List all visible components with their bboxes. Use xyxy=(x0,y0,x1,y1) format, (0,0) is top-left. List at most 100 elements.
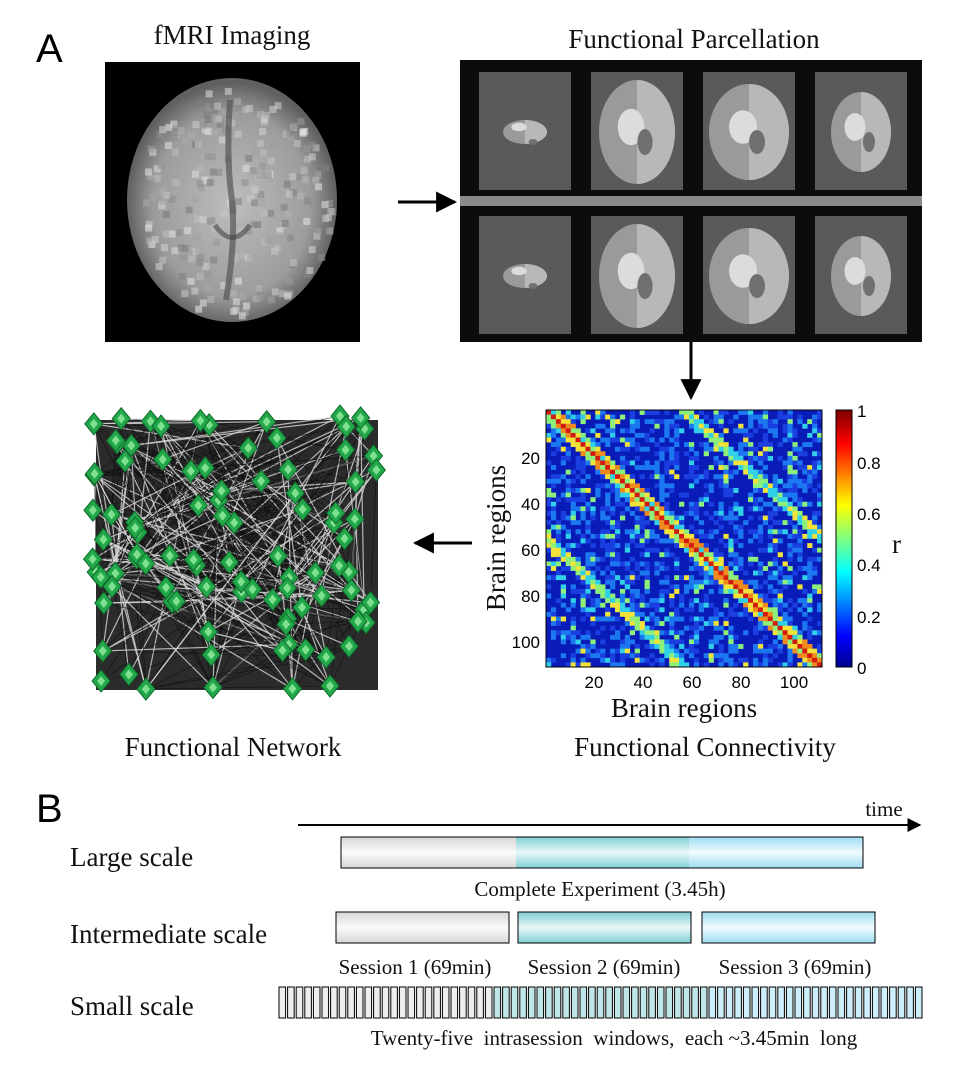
network-title: Functional Network xyxy=(125,732,342,762)
session-3-caption: Session 3 (69min) xyxy=(719,955,872,979)
panel-a-letter: A xyxy=(36,27,63,71)
intrasession-window xyxy=(785,986,794,1019)
colorbar-tick: 0 xyxy=(857,659,866,678)
intrasession-window xyxy=(717,986,725,1019)
intrasession-window xyxy=(398,986,407,1019)
matrix-xtick: 40 xyxy=(634,673,653,692)
colorbar xyxy=(835,409,853,668)
intrasession-window xyxy=(355,986,364,1019)
intrasession-window xyxy=(493,986,502,1019)
complete-experiment-bar xyxy=(340,836,864,869)
session-1-bar xyxy=(335,911,510,944)
intrasession-window xyxy=(459,986,467,1019)
intrasession-window xyxy=(553,986,562,1019)
fmri-texture xyxy=(143,87,337,320)
colorbar-tick: 1 xyxy=(857,402,866,421)
intrasession-window xyxy=(373,986,381,1019)
intermediate-scale-label: Intermediate scale xyxy=(70,919,267,949)
intrasession-window xyxy=(613,986,622,1019)
intrasession-window xyxy=(828,986,837,1019)
intrasession-window xyxy=(347,986,355,1019)
intrasession-window xyxy=(467,986,476,1019)
panel-b-letter: B xyxy=(36,787,63,831)
intrasession-window xyxy=(837,986,846,1019)
intrasession-window xyxy=(424,986,433,1019)
intrasession-window xyxy=(562,986,570,1019)
matrix-ylabel: Brain regions xyxy=(481,465,511,611)
intrasession-window xyxy=(725,986,734,1019)
matrix-xtick: 80 xyxy=(732,673,751,692)
intrasession-window xyxy=(622,986,631,1019)
session-3-bar xyxy=(701,911,876,944)
session-2-caption: Session 2 (69min) xyxy=(528,955,681,979)
matrix-xtick: 20 xyxy=(585,673,604,692)
intrasession-window xyxy=(639,986,648,1019)
session-2-bar xyxy=(517,911,692,944)
intrasession-window xyxy=(656,986,665,1019)
matrix-ytick: 80 xyxy=(521,587,540,606)
intrasession-window xyxy=(381,986,390,1019)
intrasession-window xyxy=(699,986,708,1019)
intrasession-window xyxy=(330,986,338,1019)
matrix-ytick: 20 xyxy=(521,449,540,468)
intrasession-window xyxy=(777,986,785,1019)
intrasession-window xyxy=(484,986,493,1019)
intrasession-window xyxy=(416,986,424,1019)
intrasession-window xyxy=(390,986,398,1019)
session-bars xyxy=(335,911,876,944)
intrasession-window xyxy=(665,986,674,1019)
intrasession-window xyxy=(287,986,295,1019)
intrasession-window xyxy=(312,986,321,1019)
intrasession-window xyxy=(579,986,588,1019)
colorbar-tick: 0.2 xyxy=(857,608,881,627)
matrix-xtick: 100 xyxy=(780,673,808,692)
intrasession-window xyxy=(691,986,699,1019)
intrasession-window xyxy=(811,986,820,1019)
colorbar-tick: 0.8 xyxy=(857,454,881,473)
intrasession-window xyxy=(846,986,854,1019)
intrasession-window xyxy=(880,986,889,1019)
complete-experiment-caption: Complete Experiment (3.45h) xyxy=(474,877,725,901)
intrasession-window xyxy=(760,986,768,1019)
intrasession-window xyxy=(278,986,287,1019)
colorbar-label: r xyxy=(892,529,901,559)
small-scale-caption: Twenty-five intrasession windows, each ~… xyxy=(371,1026,858,1050)
matrix-ytick: 100 xyxy=(512,633,540,652)
intrasession-window xyxy=(295,986,304,1019)
intrasession-windows xyxy=(278,986,923,1019)
fmri-title: fMRI Imaging xyxy=(154,20,311,50)
intrasession-window xyxy=(631,986,639,1019)
intrasession-window xyxy=(854,986,863,1019)
intrasession-window xyxy=(407,986,416,1019)
connectivity-title: Functional Connectivity xyxy=(574,732,836,762)
intrasession-window xyxy=(545,986,553,1019)
intrasession-window xyxy=(674,986,682,1019)
colorbar-tick: 0.4 xyxy=(857,556,881,575)
intrasession-window xyxy=(510,986,519,1019)
intrasession-window xyxy=(433,986,441,1019)
intrasession-window xyxy=(820,986,828,1019)
intrasession-window xyxy=(863,986,871,1019)
parcellation-title: Functional Parcellation xyxy=(568,24,820,54)
colorbar-ticks: 1 0.8 0.6 0.4 0.2 0 xyxy=(857,402,881,678)
intrasession-window xyxy=(906,986,914,1019)
matrix-ytick: 40 xyxy=(521,495,540,514)
time-label: time xyxy=(865,797,902,821)
colorbar-tick: 0.6 xyxy=(857,505,881,524)
intrasession-window xyxy=(648,986,656,1019)
intrasession-window xyxy=(519,986,527,1019)
session-1-caption: Session 1 (69min) xyxy=(339,955,492,979)
intrasession-window xyxy=(708,986,717,1019)
intrasession-window xyxy=(889,986,897,1019)
intrasession-window xyxy=(450,986,459,1019)
intrasession-window xyxy=(588,986,596,1019)
small-scale-label: Small scale xyxy=(70,991,194,1021)
functional-network-graph xyxy=(82,404,387,701)
fmri-image xyxy=(105,62,360,342)
matrix-xlabel: Brain regions xyxy=(611,693,757,723)
intrasession-window xyxy=(364,986,373,1019)
large-scale-label: Large scale xyxy=(70,842,193,872)
matrix-xtick: 60 xyxy=(683,673,702,692)
intrasession-window xyxy=(682,986,691,1019)
intrasession-window xyxy=(751,986,760,1019)
